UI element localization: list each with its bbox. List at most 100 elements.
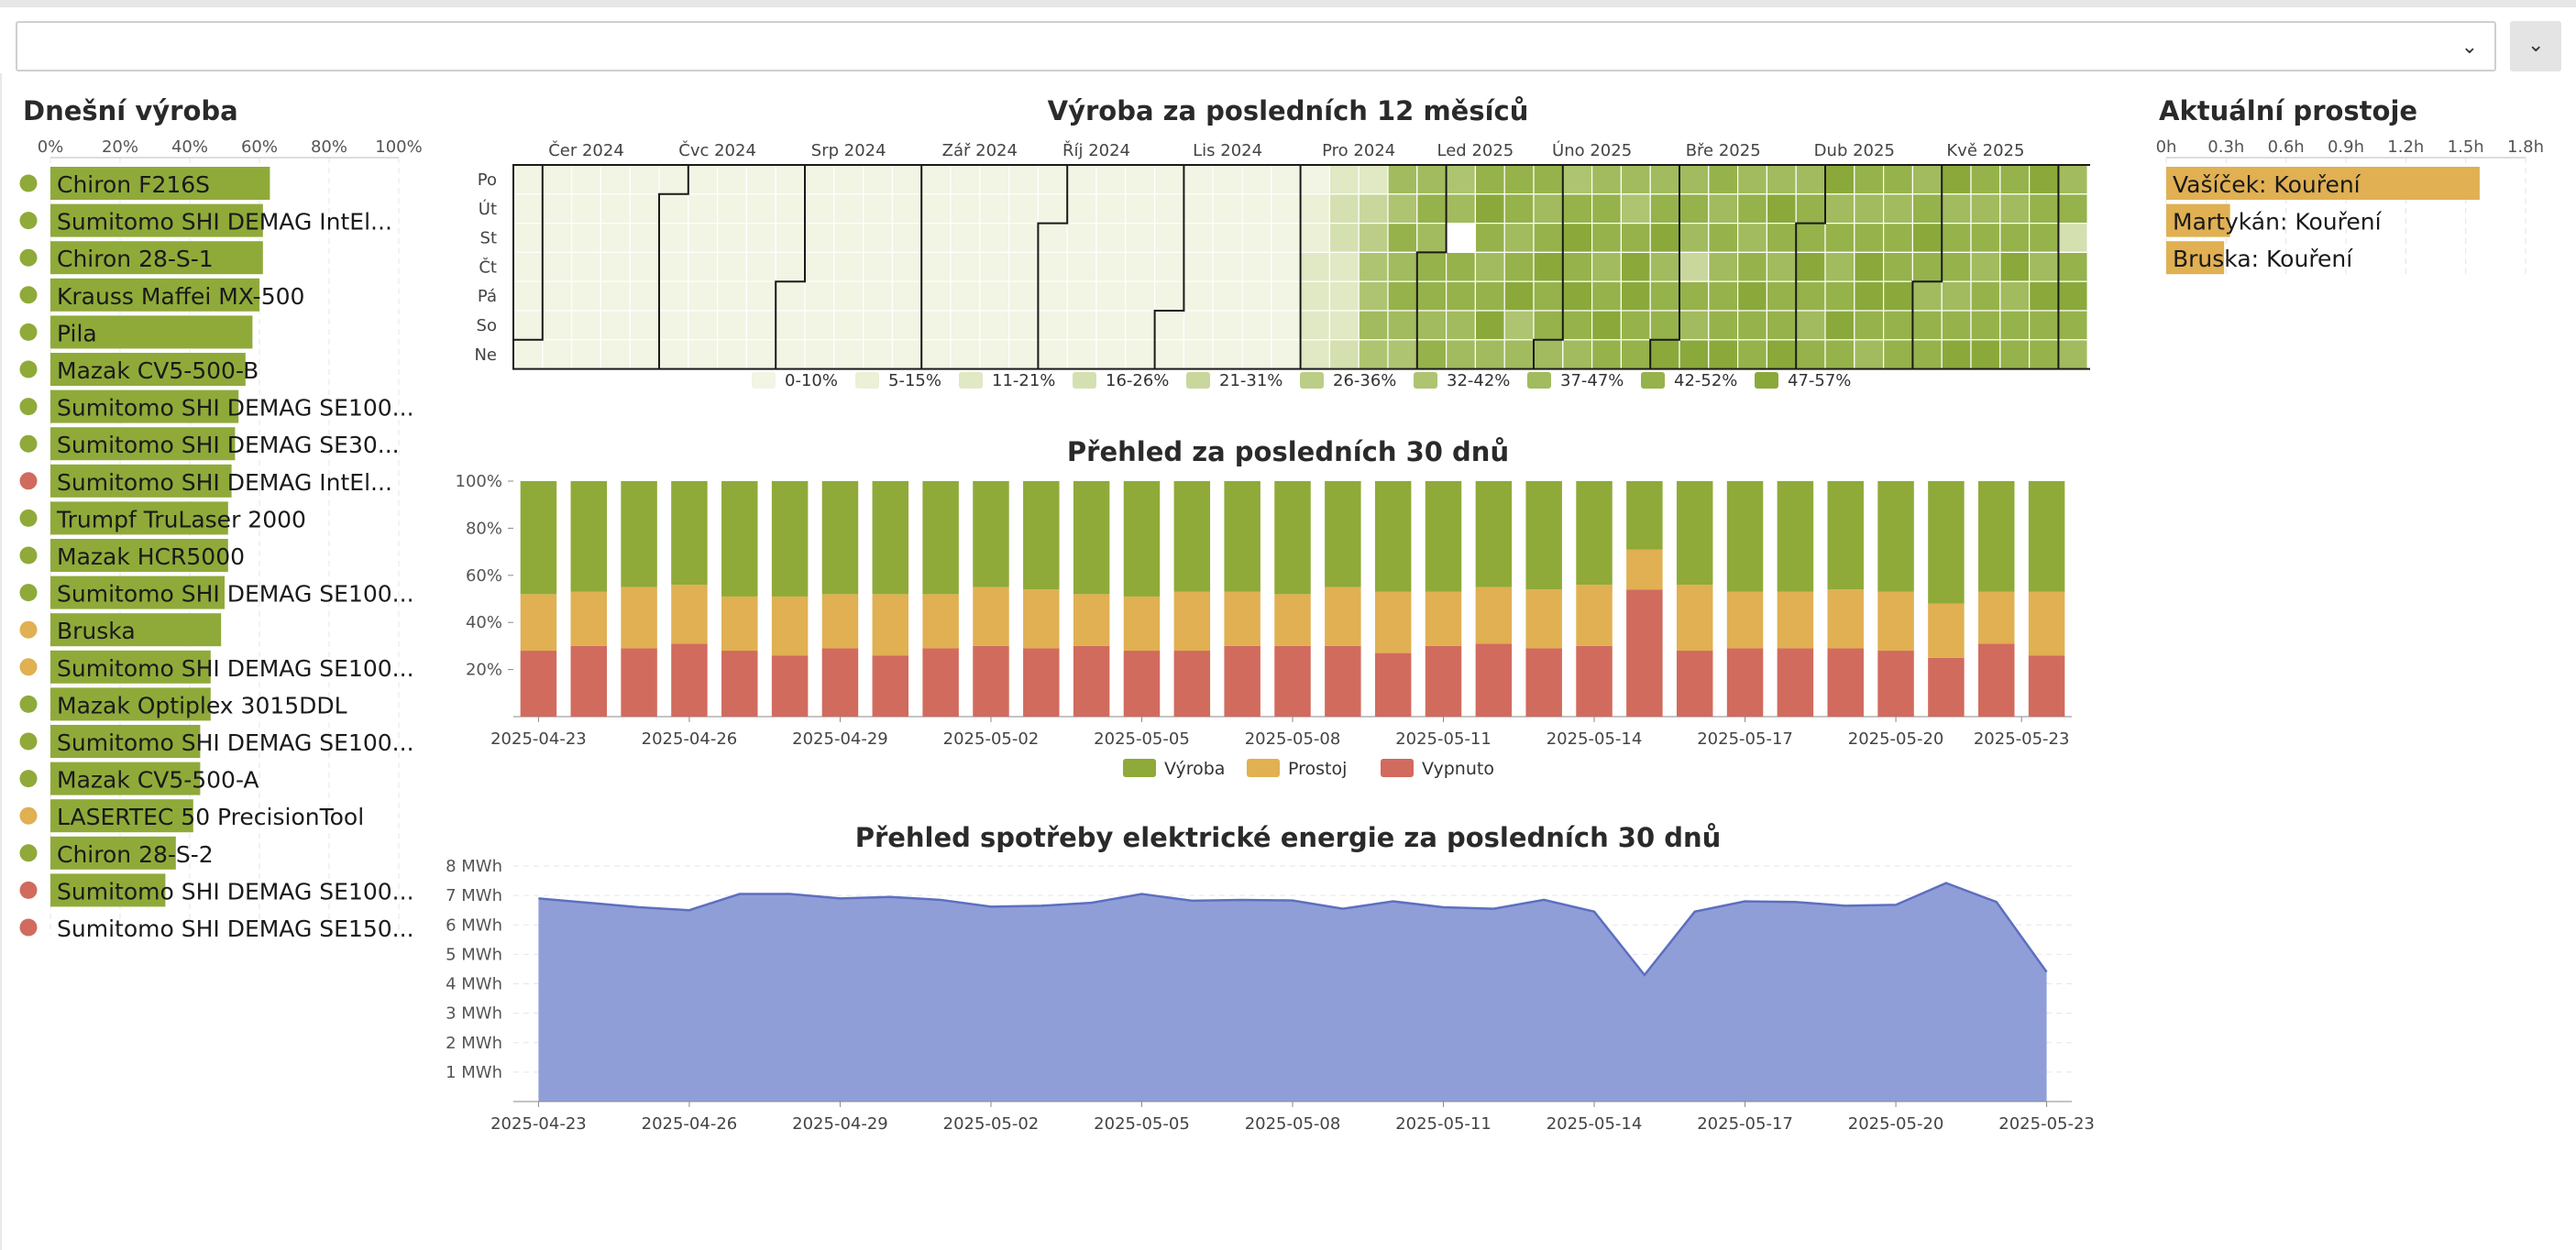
heatmap-cell [1358, 193, 1389, 225]
machine-filter-select[interactable]: ⌄ [16, 21, 2496, 71]
overview-bar-vyroba [973, 481, 1009, 587]
heatmap-cell [1882, 222, 1913, 253]
heatmap-cell [1649, 222, 1680, 253]
today-bar [50, 687, 211, 721]
overview-bar-vypnuto [520, 651, 557, 717]
overview-y-tick: 80% [466, 519, 502, 538]
heatmap-cell [1474, 280, 1505, 312]
overview-bar-prostoj [1224, 591, 1260, 646]
overview-bar-vypnuto [1073, 645, 1110, 717]
heatmap-cell [1095, 280, 1127, 312]
chevron-down-icon: ⌄ [2460, 36, 2478, 59]
heatmap-cell [1037, 251, 1068, 282]
heatmap-day-label: Ne [474, 345, 497, 365]
heatmap-cell [1153, 280, 1184, 312]
heatmap-cell [1125, 251, 1156, 282]
overview-bar-vyroba [771, 481, 809, 597]
overview-bar-prostoj [1123, 596, 1161, 652]
heatmap-cell [1533, 310, 1564, 341]
heatmap-cell [950, 310, 981, 341]
overview-bar-prostoj [1325, 587, 1361, 646]
heatmap-cell [1679, 222, 1710, 253]
machine-name: Sumitomo SHI DEMAG SE100... [57, 655, 414, 682]
heatmap-legend-swatch [959, 372, 983, 389]
overview-bar-prostoj [1475, 587, 1513, 644]
heatmap-cell [1474, 339, 1505, 370]
heatmap-cell [863, 310, 894, 341]
heatmap-cell [1620, 193, 1651, 225]
heatmap-cell [600, 280, 631, 312]
overview-bar-prostoj [1626, 549, 1663, 590]
heatmap-cell [1503, 222, 1535, 253]
heatmap-cell [833, 222, 864, 253]
heatmap-cell [1299, 339, 1330, 370]
today-bar [50, 501, 228, 535]
heatmap-cell [1941, 310, 1972, 341]
heatmap-cell [658, 310, 689, 341]
heatmap-cell [688, 164, 719, 195]
overview-bar-prostoj [973, 587, 1009, 646]
heatmap-cell [979, 251, 1010, 282]
heatmap-cell [2086, 310, 2090, 341]
heatmap-cell [688, 193, 719, 225]
overview-x-tick: 2025-05-20 [1848, 729, 1944, 749]
heatmap-cell [1766, 164, 1797, 195]
heatmap-cell [1562, 339, 1593, 370]
heatmap-cell [1416, 164, 1448, 195]
overview-legend-label: Prostoj [1288, 759, 1347, 779]
overview-bar-prostoj [1777, 591, 1814, 649]
energy-y-tick: 3 MWh [446, 1004, 502, 1024]
today-axis-tick: 60% [241, 137, 278, 157]
heatmap-cell [1299, 222, 1330, 253]
overview-x-tick: 2025-04-26 [642, 729, 738, 749]
heatmap-cell [1591, 222, 1622, 253]
heatmap-cell [775, 251, 806, 282]
overview-bar-prostoj [2028, 591, 2065, 656]
status-dot [19, 248, 38, 267]
heatmap-cell [1183, 251, 1214, 282]
heatmap-cell [1795, 280, 1826, 312]
heatmap-month-boundary [775, 165, 806, 369]
heatmap-cell [1241, 193, 1272, 225]
heatmap-cell [1445, 251, 1476, 282]
heatmap-cell [717, 310, 748, 341]
status-dot [19, 398, 38, 416]
heatmap-cell [1153, 310, 1184, 341]
heatmap-title: Výroba za posledních 12 měsíců [1047, 95, 1529, 126]
machine-name: Pila [57, 320, 97, 346]
overview-bar-prostoj [1525, 589, 1562, 649]
heatmap-cell [1679, 164, 1710, 195]
heatmap-cell [1970, 339, 2001, 370]
overview-y-tick: 40% [466, 613, 502, 632]
heatmap-cell [629, 339, 660, 370]
heatmap-cell [1854, 339, 1885, 370]
heatmap-cell [1708, 251, 1739, 282]
heatmap-cell [1854, 193, 1885, 225]
filter-expand-button[interactable]: ⌄ [2510, 21, 2561, 71]
heatmap-cell [1328, 310, 1360, 341]
heatmap-legend-swatch [1300, 372, 1324, 389]
heatmap-legend-label: 26-36% [1333, 371, 1396, 390]
overview-bar-vyroba [570, 481, 607, 592]
today-axis-tick: 0% [38, 137, 64, 157]
overview-y-tick: 60% [466, 566, 502, 586]
heatmap-cell [1591, 339, 1622, 370]
overview-bar-vypnuto [1928, 657, 1965, 717]
heatmap-cell [1824, 339, 1855, 370]
heatmap-cell [1299, 280, 1330, 312]
heatmap-cell [804, 193, 835, 225]
heatmap-cell [745, 280, 776, 312]
heatmap-cell [950, 339, 981, 370]
heatmap-cell [1125, 280, 1156, 312]
heatmap-cell [512, 251, 544, 282]
heatmap-cell [658, 339, 689, 370]
heatmap-cell [1911, 339, 1943, 370]
heatmap-cell [775, 164, 806, 195]
heatmap-cell [1795, 164, 1826, 195]
heatmap-cell [1183, 280, 1214, 312]
heatmap-cell [1416, 222, 1448, 253]
heatmap-cell [2086, 251, 2090, 282]
heatmap-legend-swatch [1073, 372, 1096, 389]
downtime-bar [2166, 241, 2225, 275]
downtime-axis-tick: 1.8h [2507, 137, 2544, 157]
